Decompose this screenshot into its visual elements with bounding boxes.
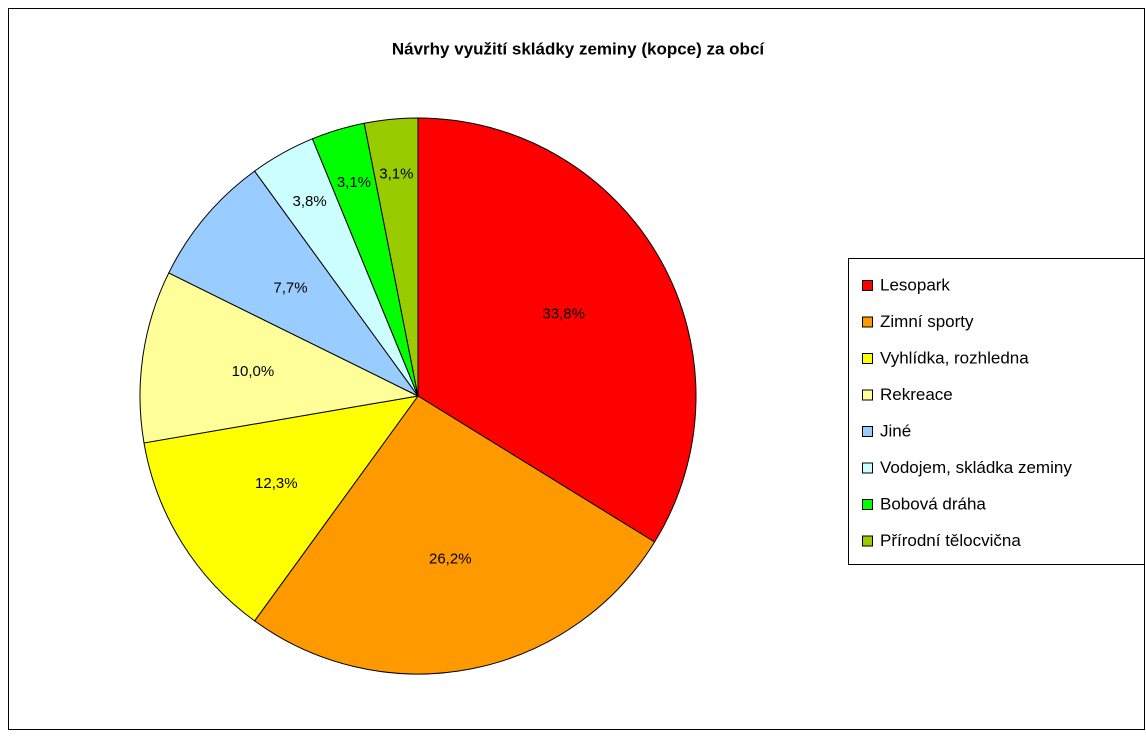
- legend-label: Přírodní tělocvična: [880, 531, 1021, 550]
- data-label: 26,2%: [429, 551, 472, 568]
- legend-swatch: [862, 280, 873, 291]
- legend-label: Lesopark: [880, 275, 950, 294]
- data-label: 3,1%: [337, 174, 371, 191]
- data-label: 3,1%: [379, 166, 413, 183]
- pie-slice: [168, 170, 419, 397]
- data-label: 10,0%: [232, 363, 275, 380]
- legend-swatch: [862, 389, 873, 401]
- legend-box: [848, 258, 1145, 565]
- legend-swatch: [862, 353, 873, 364]
- legend-label: Rekreace: [880, 385, 953, 404]
- legend-swatch: [862, 426, 873, 437]
- chart-title: Návrhy využití skládky zeminy (kopce) za…: [392, 39, 766, 58]
- legend-label: Vodojem, skládka zeminy: [880, 458, 1072, 477]
- legend-label: Zimní sporty: [880, 312, 974, 331]
- pie-slice: [363, 117, 419, 397]
- legend-label: Jiné: [880, 421, 911, 440]
- data-label: 12,3%: [255, 475, 298, 492]
- legend-label: Vyhlídka, rozhledna: [880, 348, 1029, 367]
- legend-swatch: [862, 499, 873, 510]
- pie-slice: [417, 117, 697, 543]
- data-label: 33,8%: [542, 306, 585, 323]
- legend-swatch: [862, 535, 873, 547]
- pie-slice: [139, 272, 420, 444]
- data-label: 3,8%: [293, 193, 327, 210]
- pie-slice: [253, 395, 656, 675]
- legend-swatch: [862, 316, 873, 328]
- pie-slice: [143, 395, 420, 622]
- legend-swatch: [862, 462, 873, 474]
- legend-label: Bobová dráha: [880, 494, 986, 513]
- data-label: 7,7%: [273, 279, 307, 296]
